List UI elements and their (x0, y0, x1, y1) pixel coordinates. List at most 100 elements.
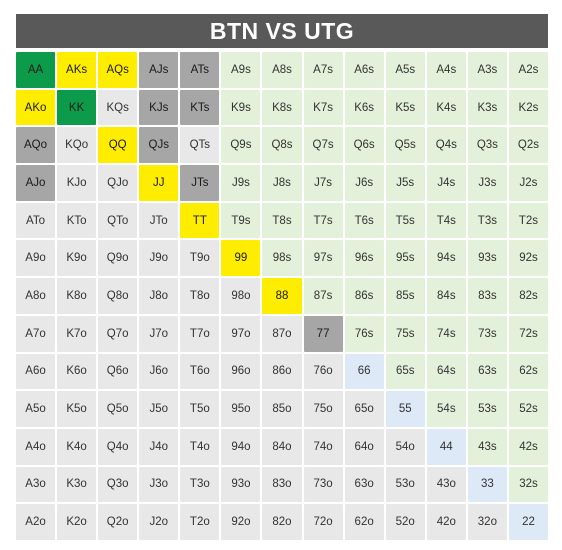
hand-cell-q4o: Q4o (98, 428, 138, 465)
hand-cell-q2s: Q2s (508, 127, 548, 164)
hand-cell-97o: 97o (221, 315, 261, 352)
hand-cell-j9o: J9o (139, 240, 179, 277)
hand-cell-96o: 96o (221, 353, 261, 390)
hand-cell-a4s: A4s (426, 52, 466, 88)
hand-cell-j5s: J5s (385, 165, 425, 201)
hand-cell-t5s: T5s (385, 202, 425, 239)
hand-cell-k3s: K3s (467, 89, 507, 126)
hand-cell-93o: 93o (221, 466, 261, 503)
hand-cell-a4o: A4o (16, 428, 56, 465)
hand-cell-j4o: J4o (139, 428, 179, 465)
hand-cell-t3o: T3o (180, 466, 220, 503)
hand-cell-53s: 53s (467, 391, 507, 427)
hand-cell-q7s: Q7s (303, 127, 343, 164)
hand-cell-kjs: KJs (139, 89, 179, 126)
hand-cell-j3o: J3o (139, 466, 179, 503)
hand-cell-54o: 54o (385, 428, 425, 465)
hand-cell-k7o: K7o (57, 315, 97, 352)
hand-cell-63o: 63o (344, 466, 384, 503)
hand-range-grid: AA AKs AQs AJs ATs A9s A8s A7s A6s A5s A4s A3s A2s AK… (16, 52, 548, 540)
hand-cell-kk: KK (57, 89, 97, 126)
hand-cell-99: 99 (221, 240, 261, 277)
hand-cell-j8o: J8o (139, 278, 179, 314)
hand-cell-65o: 65o (344, 391, 384, 427)
hand-cell-q8o: Q8o (98, 278, 138, 314)
hand-cell-ajs: AJs (139, 52, 179, 88)
hand-cell-k6o: K6o (57, 353, 97, 390)
hand-cell-74o: 74o (303, 428, 343, 465)
hand-cell-32s: 32s (508, 466, 548, 503)
hand-cell-43s: 43s (467, 428, 507, 465)
hand-cell-j7s: J7s (303, 165, 343, 201)
hand-cell-k9o: K9o (57, 240, 97, 277)
hand-cell-t6o: T6o (180, 353, 220, 390)
hand-cell-76o: 76o (303, 353, 343, 390)
hand-cell-98o: 98o (221, 278, 261, 314)
hand-cell-t4o: T4o (180, 428, 220, 465)
hand-cell-a8o: A8o (16, 278, 56, 314)
hand-cell-a6s: A6s (344, 52, 384, 88)
hand-cell-t8o: T8o (180, 278, 220, 314)
hand-cell-qts: QTs (180, 127, 220, 164)
hand-cell-66: 66 (344, 353, 384, 390)
hand-cell-t6s: T6s (344, 202, 384, 239)
hand-cell-ats: ATs (180, 52, 220, 88)
hand-cell-72o: 72o (303, 504, 343, 540)
hand-cell-t3s: T3s (467, 202, 507, 239)
hand-cell-97s: 97s (303, 240, 343, 277)
hand-cell-83s: 83s (467, 278, 507, 314)
hand-cell-j6o: J6o (139, 353, 179, 390)
hand-cell-a9s: A9s (221, 52, 261, 88)
hand-cell-73s: 73s (467, 315, 507, 352)
hand-cell-85s: 85s (385, 278, 425, 314)
hand-cell-tt: TT (180, 202, 220, 239)
hand-cell-a3s: A3s (467, 52, 507, 88)
hand-cell-43o: 43o (426, 466, 466, 503)
hand-cell-a8s: A8s (262, 52, 302, 88)
hand-cell-q2o: Q2o (98, 504, 138, 540)
hand-cell-t9o: T9o (180, 240, 220, 277)
hand-cell-kjo: KJo (57, 165, 97, 201)
hand-cell-kqs: KQs (98, 89, 138, 126)
hand-cell-64o: 64o (344, 428, 384, 465)
hand-cell-q5s: Q5s (385, 127, 425, 164)
hand-cell-t8s: T8s (262, 202, 302, 239)
hand-cell-a2s: A2s (508, 52, 548, 88)
hand-cell-q8s: Q8s (262, 127, 302, 164)
hand-cell-42s: 42s (508, 428, 548, 465)
hand-cell-84o: 84o (262, 428, 302, 465)
hand-cell-94o: 94o (221, 428, 261, 465)
hand-cell-74s: 74s (426, 315, 466, 352)
hand-cell-73o: 73o (303, 466, 343, 503)
hand-cell-ajo: AJo (16, 165, 56, 201)
hand-cell-83o: 83o (262, 466, 302, 503)
hand-cell-t5o: T5o (180, 391, 220, 427)
hand-cell-t7o: T7o (180, 315, 220, 352)
hand-cell-t9s: T9s (221, 202, 261, 239)
hand-cell-qto: QTo (98, 202, 138, 239)
hand-cell-22: 22 (508, 504, 548, 540)
hand-cell-j4s: J4s (426, 165, 466, 201)
hand-cell-q3o: Q3o (98, 466, 138, 503)
hand-cell-86o: 86o (262, 353, 302, 390)
hand-cell-k4s: K4s (426, 89, 466, 126)
hand-cell-k3o: K3o (57, 466, 97, 503)
hand-cell-85o: 85o (262, 391, 302, 427)
hand-cell-kts: KTs (180, 89, 220, 126)
hand-cell-aks: AKs (57, 52, 97, 88)
hand-cell-j7o: J7o (139, 315, 179, 352)
hand-cell-q7o: Q7o (98, 315, 138, 352)
hand-cell-q9o: Q9o (98, 240, 138, 277)
hand-cell-q5o: Q5o (98, 391, 138, 427)
hand-cell-j6s: J6s (344, 165, 384, 201)
hand-cell-k8s: K8s (262, 89, 302, 126)
hand-cell-63s: 63s (467, 353, 507, 390)
hand-cell-82o: 82o (262, 504, 302, 540)
hand-cell-q6s: Q6s (344, 127, 384, 164)
hand-cell-52o: 52o (385, 504, 425, 540)
hand-cell-76s: 76s (344, 315, 384, 352)
hand-cell-kqo: KQo (57, 127, 97, 164)
hand-cell-87s: 87s (303, 278, 343, 314)
hand-cell-94s: 94s (426, 240, 466, 277)
hand-cell-q3s: Q3s (467, 127, 507, 164)
